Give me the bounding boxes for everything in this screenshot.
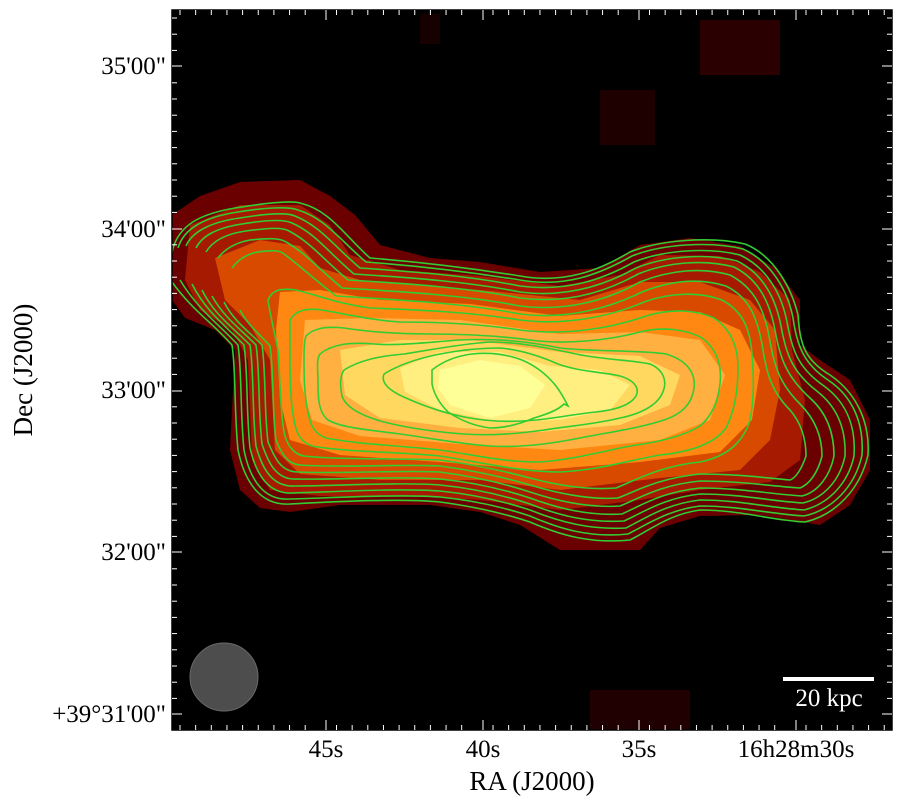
y-tick-label: 35'00" xyxy=(101,53,166,80)
x-tick-labels: 45s 40s 35s 16h28m30s xyxy=(309,736,855,763)
x-tick-label: 40s xyxy=(466,736,501,763)
contour-level-13 xyxy=(382,347,638,423)
contour-level-3 xyxy=(185,213,856,530)
contour-level-2 xyxy=(177,207,863,536)
contour-level-6 xyxy=(217,237,823,508)
contour-lines xyxy=(172,201,869,542)
y-tick-label: 34'00" xyxy=(101,216,166,243)
contour-level-5 xyxy=(205,227,835,516)
x-tick-label: 45s xyxy=(309,736,344,763)
scale-bar: 20 kpc xyxy=(783,677,874,712)
contour-level-12 xyxy=(339,341,666,436)
plot-frame xyxy=(171,9,893,731)
contour-level-1 xyxy=(172,201,869,542)
y-tick-label: 32'00" xyxy=(101,539,166,566)
contour-level-4 xyxy=(195,219,846,523)
beam-ellipse xyxy=(189,642,259,712)
contour-level-9 xyxy=(289,308,739,473)
x-axis-label: RA (J2000) xyxy=(469,766,594,796)
y-tick-label: 33'00" xyxy=(101,377,166,404)
contour-level-8 xyxy=(267,288,755,490)
y-tick-label: +39°31'00" xyxy=(52,701,166,728)
contour-level-7 xyxy=(231,249,807,500)
x-tick-label: 16h28m30s xyxy=(738,736,855,763)
x-tick-label: 35s xyxy=(622,736,657,763)
x-tick-marks xyxy=(179,10,885,730)
y-tick-labels: 35'00" 34'00" 33'00" 32'00" +39°31'00" xyxy=(52,53,166,728)
y-axis-label: Dec (J2000) xyxy=(8,304,38,437)
contour-level-10 xyxy=(303,326,722,463)
scale-bar-label: 20 kpc xyxy=(795,685,862,712)
contour-level-11 xyxy=(316,338,695,448)
contour-level-14 xyxy=(431,352,570,429)
y-tick-marks xyxy=(172,17,892,715)
